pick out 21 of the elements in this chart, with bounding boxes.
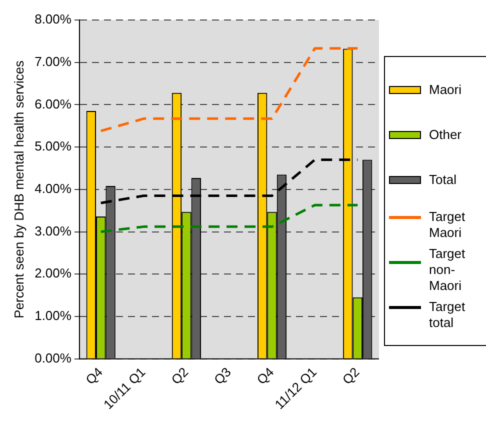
legend-label: Target non-Maori xyxy=(429,246,466,294)
legend-label: Other xyxy=(429,126,462,142)
y-tick-label: 1.00% xyxy=(34,308,72,324)
y-tick-label: 6.00% xyxy=(34,96,72,112)
y-tick-label: 5.00% xyxy=(34,138,72,154)
legend-label: Maori xyxy=(429,82,462,98)
y-tick-label: 3.00% xyxy=(34,223,72,238)
y-tick-label: 8.00% xyxy=(34,12,72,27)
y-tick-label: 7.00% xyxy=(34,54,72,69)
legend-label: Target total xyxy=(429,298,466,330)
legend-label: Target Maori xyxy=(429,208,466,240)
x-tick-label: Q2 xyxy=(168,364,192,388)
y-axis-title: Percent seen by DHB mental health services xyxy=(11,60,26,318)
x-tick-label: Q3 xyxy=(211,364,234,388)
x-tick-label: Q2 xyxy=(339,364,362,388)
legend-label: Total xyxy=(429,172,456,188)
y-tick-label: 4.00% xyxy=(34,180,72,196)
y-tick-label: 2.00% xyxy=(34,266,72,281)
x-tick-label: Q4 xyxy=(254,364,277,388)
y-tick-label: 0.00% xyxy=(34,350,72,366)
x-tick-label: Q4 xyxy=(82,364,106,388)
